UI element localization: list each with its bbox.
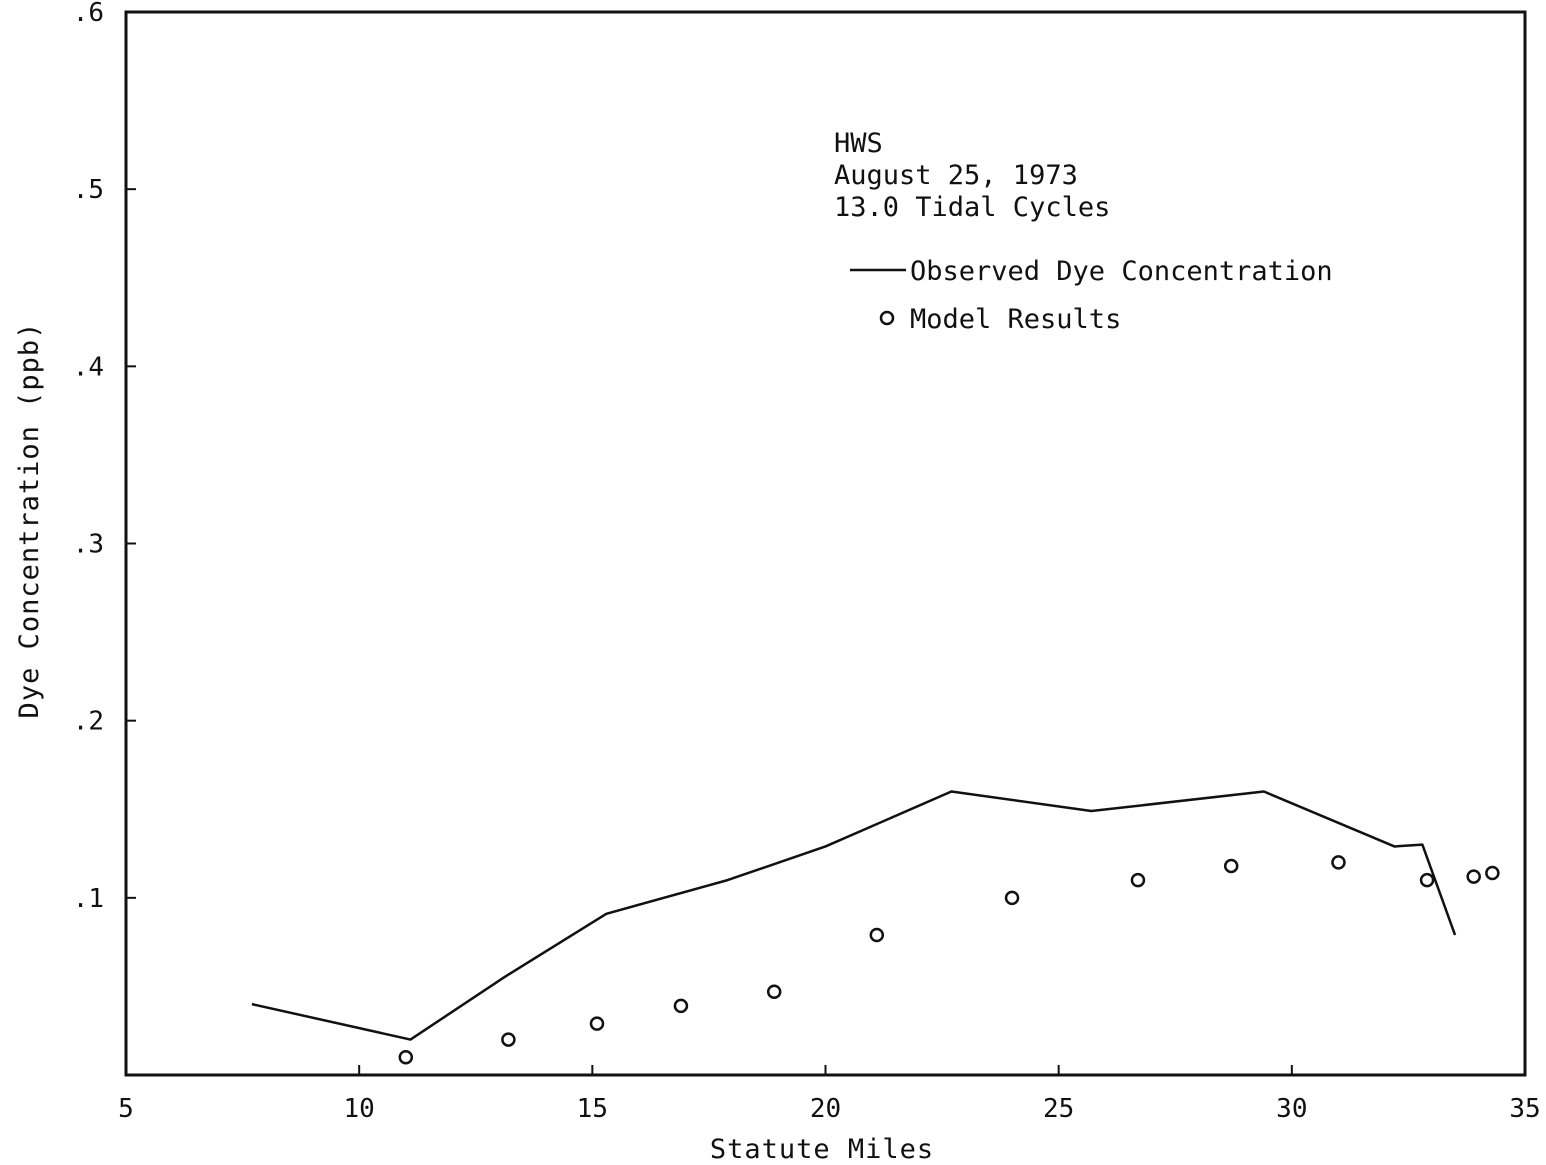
x-tick-label: 5 [118,1094,134,1124]
x-tick-label: 10 [344,1094,375,1124]
plot-area-border [124,10,1527,1077]
annotation-line-3: 13.0 Tidal Cycles [834,192,1110,223]
model-result-point [1223,858,1239,874]
y-tick-label: .3 [73,530,104,560]
model-result-point [1485,865,1500,881]
annotation-line-2: August 25, 1973 [834,160,1078,191]
legend: Observed Dye Concentration Model Results [850,256,1333,335]
annotation: HWS August 25, 1973 13.0 Tidal Cycles [834,128,1110,223]
model-result-point [1004,890,1020,906]
y-axis: .1 .2 .3 .4 .5 .6 [73,0,136,914]
x-tick-label: 30 [1276,1094,1307,1124]
y-tick-label: .6 [73,0,104,28]
x-axis-label: Statute Miles [710,1134,934,1165]
legend-label-observed: Observed Dye Concentration [910,256,1333,287]
y-axis-label: Dye Concentration (ppb) [14,322,45,719]
x-tick-label: 15 [577,1094,608,1124]
model-result-point [869,927,885,943]
x-tick-label: 35 [1509,1094,1540,1124]
y-tick-label: .2 [73,707,104,737]
model-result-point [1130,872,1146,888]
model-result-point [398,1050,414,1065]
y-tick-label: .1 [73,884,104,914]
model-result-point [1331,855,1346,870]
annotation-line-1: HWS [834,128,883,159]
legend-label-model: Model Results [910,304,1121,335]
model-result-point [1466,869,1481,884]
x-tick-label: 25 [1043,1094,1074,1124]
model-result-point [673,998,689,1014]
legend-marker-swatch [879,310,895,326]
model-result-point [501,1032,516,1047]
model-result-point [589,1016,605,1031]
y-tick-label: .4 [73,352,104,382]
x-tick-label: 20 [810,1094,841,1124]
model-result-point [1419,872,1435,888]
series-layer [251,790,1500,1065]
x-axis: 5 10 15 20 25 30 35 [118,1065,1541,1124]
model-result-point [766,984,782,999]
y-tick-label: .5 [73,175,104,205]
plot-frame [124,10,1527,1077]
series-line-observed [251,790,1457,1041]
